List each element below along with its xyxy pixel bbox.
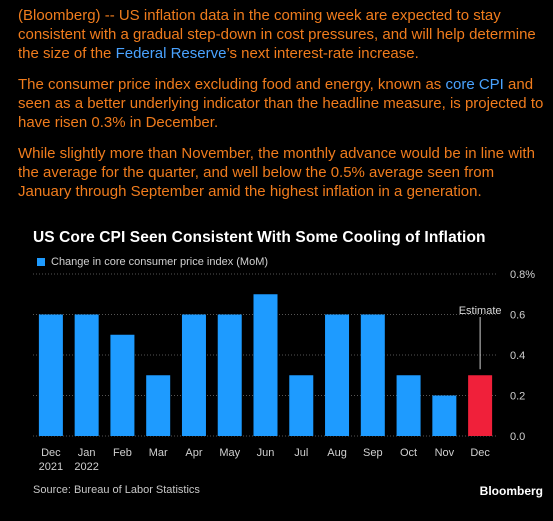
chart-source: Source: Bureau of Labor Statistics — [33, 484, 200, 496]
paragraph-1-text-b: ’s next interest-rate increase. — [226, 45, 419, 62]
core-cpi-bar-chart: 0.0 0.2 0.4 0.6 0.8% Dec 2021 Jan 2022 Feb Mar Apr M… — [33, 269, 535, 473]
x-tick-label: Apr — [185, 447, 202, 459]
paragraph-1-text-a: (Bloomberg) -- US inflation data in the … — [18, 7, 536, 62]
bar — [289, 375, 314, 436]
x-tick-label: Nov — [435, 447, 455, 459]
x-tick-label: Mar — [149, 447, 168, 459]
paragraph-1: (Bloomberg) -- US inflation data in the … — [18, 6, 546, 63]
y-tick-label: 0.6 — [510, 310, 525, 322]
y-tick-label: 0.4 — [510, 350, 525, 362]
bar — [360, 314, 385, 436]
y-tick-label: 0.2 — [510, 391, 525, 403]
x-tick-label: Dec — [41, 447, 61, 459]
legend-label: Change in core consumer price index (MoM… — [51, 256, 269, 268]
x-tick-sublabel: 2021 — [39, 461, 63, 473]
bar — [181, 314, 206, 436]
bar — [432, 395, 457, 436]
chart-title: US Core CPI Seen Consistent With Some Co… — [33, 229, 486, 246]
x-tick-label: Feb — [113, 447, 132, 459]
core-cpi-link[interactable]: core CPI — [445, 76, 504, 93]
y-tick-label: 0.0 — [510, 431, 525, 443]
x-tick-label: May — [219, 447, 240, 459]
bar — [38, 314, 63, 436]
x-tick-label: Jul — [294, 447, 308, 459]
x-tick-label: Jan — [78, 447, 96, 459]
bar — [396, 375, 421, 436]
x-tick-label: Dec — [470, 447, 490, 459]
bloomberg-logo: Bloomberg — [479, 484, 543, 498]
bar — [110, 334, 135, 436]
x-tick-label: Jun — [257, 447, 275, 459]
bar — [74, 314, 99, 436]
paragraph-3: While slightly more than November, the m… — [18, 145, 535, 200]
chart-legend: Change in core consumer price index (MoM… — [37, 256, 268, 268]
x-tick-sublabel: 2022 — [74, 461, 98, 473]
paragraph-2-text-a: The consumer price index excluding food … — [18, 76, 446, 93]
y-tick-label: 0.8% — [510, 269, 535, 281]
paragraph-2-text-b: and seen as a better underlying indicato… — [18, 76, 544, 131]
x-tick-label: Oct — [400, 447, 417, 459]
paragraph-2: The consumer price index excluding food … — [18, 75, 546, 132]
bar — [146, 375, 171, 436]
article-text: (Bloomberg) -- US inflation data in the … — [18, 6, 546, 213]
estimate-annotation: Estimate — [459, 305, 502, 317]
federal-reserve-link[interactable]: Federal Reserve — [115, 45, 227, 62]
bar — [325, 314, 350, 436]
bar — [217, 314, 242, 436]
x-tick-label: Sep — [363, 447, 383, 459]
estimate-bar — [468, 375, 493, 436]
x-tick-label: Aug — [327, 447, 347, 459]
legend-swatch — [37, 258, 45, 266]
bar — [253, 294, 278, 436]
